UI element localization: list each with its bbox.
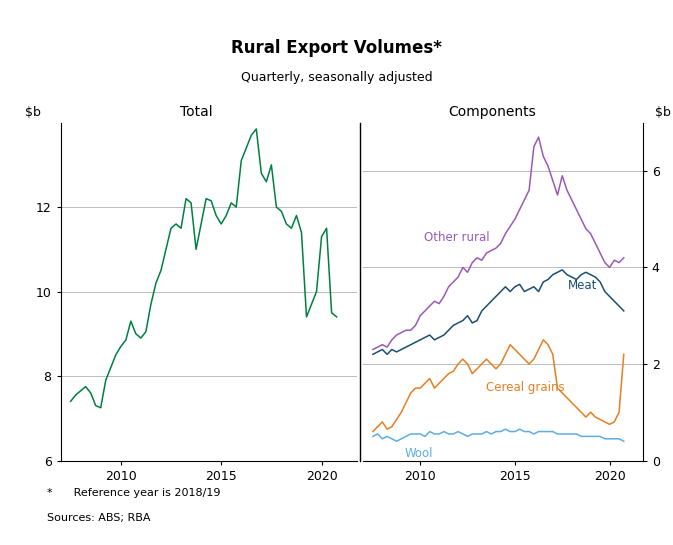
- Text: Rural Export Volumes*: Rural Export Volumes*: [231, 39, 442, 57]
- Text: $b: $b: [655, 106, 670, 119]
- Text: *      Reference year is 2018/19: * Reference year is 2018/19: [47, 488, 221, 498]
- Text: Meat: Meat: [568, 279, 598, 292]
- Text: Components: Components: [448, 105, 536, 119]
- Text: Other rural: Other rural: [424, 231, 490, 244]
- Text: Wool: Wool: [405, 447, 433, 459]
- Text: Quarterly, seasonally adjusted: Quarterly, seasonally adjusted: [241, 71, 432, 84]
- Text: Total: Total: [180, 105, 213, 119]
- Text: Cereal grains: Cereal grains: [487, 380, 565, 393]
- Text: $b: $b: [25, 106, 41, 119]
- Text: Sources: ABS; RBA: Sources: ABS; RBA: [47, 513, 151, 523]
